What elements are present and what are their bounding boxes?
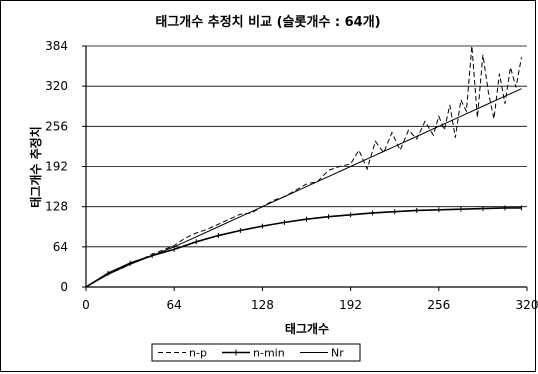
x-axis-label: 태그개수 xyxy=(285,321,329,336)
legend-label-n-p: n-p xyxy=(189,347,207,360)
x-tick-label: 128 xyxy=(251,298,274,312)
grid-lines xyxy=(86,45,527,248)
series-line-Nr xyxy=(85,88,522,288)
y-axis-label: 태그개수 추정치 xyxy=(28,126,43,207)
x-tick-label: 256 xyxy=(427,298,450,312)
series-layer xyxy=(85,45,522,290)
axes: 0 64 128 192 256 320 384 0 64 128 192 256 320 xyxy=(45,39,538,312)
x-tick-label: 0 xyxy=(82,298,90,312)
series-line-n-min xyxy=(85,207,522,288)
chart-title: 태그개수 추정치 비교 (슬롯개수 : 64개) xyxy=(155,14,380,30)
legend-box xyxy=(151,343,361,362)
y-tick-label: 192 xyxy=(45,160,68,174)
legend: n-p n-min Nr xyxy=(151,343,361,362)
y-tick-label: 64 xyxy=(53,240,68,254)
series-line-n-p xyxy=(85,45,522,288)
y-tick-label: 384 xyxy=(45,39,68,53)
legend-label-Nr: Nr xyxy=(331,347,344,360)
y-tick-label: 0 xyxy=(60,280,68,294)
x-tick-label: 64 xyxy=(167,298,182,312)
y-tick-label: 128 xyxy=(45,200,68,214)
x-tick-label: 192 xyxy=(339,298,362,312)
x-tick-label: 320 xyxy=(516,298,538,312)
legend-label-n-min: n-min xyxy=(253,347,285,360)
y-tick-label: 256 xyxy=(45,119,68,133)
y-tick-label: 320 xyxy=(45,79,68,93)
